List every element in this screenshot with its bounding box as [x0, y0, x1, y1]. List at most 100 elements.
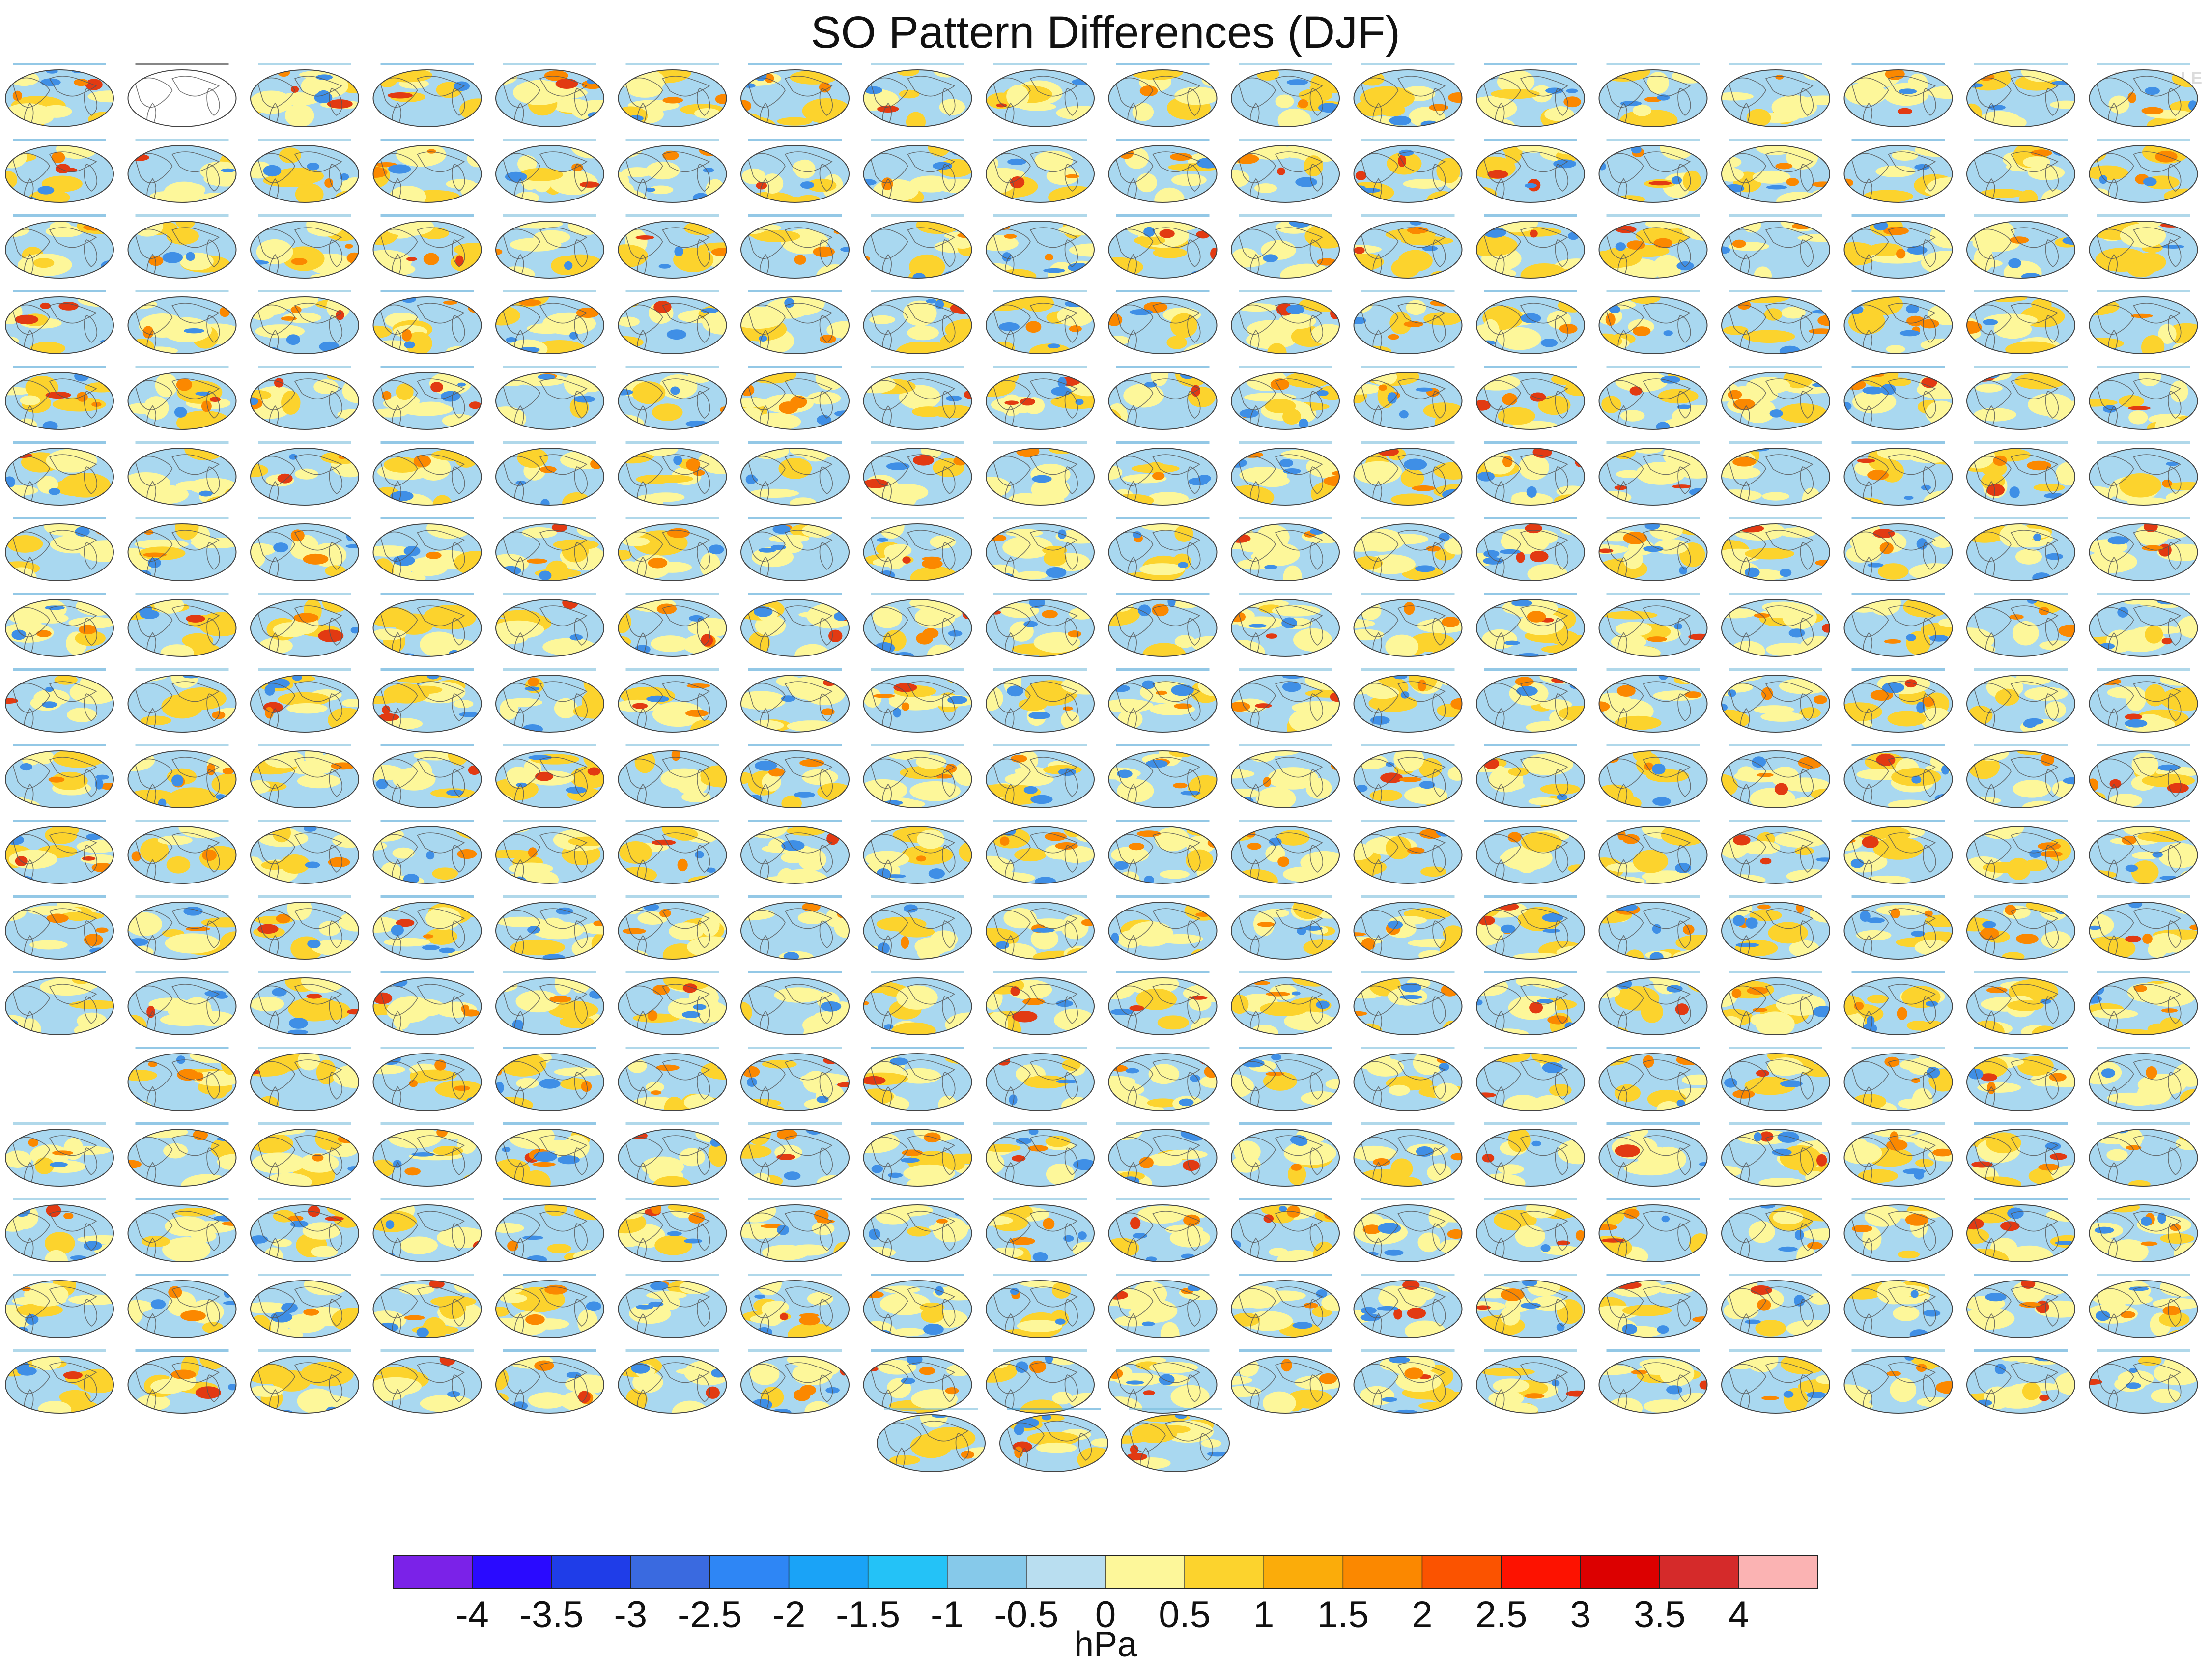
- panel-title-strip: [135, 517, 229, 519]
- colorbar-bin: [709, 1556, 790, 1589]
- panel-title-strip: [993, 820, 1087, 822]
- panel-title-strip: [1606, 1274, 1700, 1276]
- map-outline: [863, 675, 972, 733]
- panel-title-strip: [258, 744, 351, 746]
- map-outline: [1598, 145, 1708, 203]
- map-panel: [863, 366, 972, 430]
- map-outline: [1108, 1280, 1218, 1338]
- panel-title-strip: [258, 214, 351, 217]
- panel-title-strip: [1239, 214, 1332, 217]
- panel-title-strip: [1729, 214, 1822, 217]
- map-outline: [1843, 977, 1953, 1035]
- map-panel: [2089, 517, 2198, 581]
- map-outline: [1476, 145, 1585, 203]
- map-panel: [618, 517, 727, 581]
- map-panel: [986, 1274, 1095, 1338]
- panel-title-strip: [135, 1349, 229, 1352]
- map-panel: [863, 441, 972, 506]
- map-panel: [1598, 517, 1708, 581]
- panel-title-strip: [1239, 895, 1332, 898]
- panel-title-strip: [884, 1408, 978, 1410]
- panel-title-strip: [871, 1349, 964, 1352]
- panel-title-strip: [380, 971, 474, 973]
- map-outline: [5, 1280, 114, 1338]
- map-outline: [618, 1204, 727, 1262]
- panel-title-strip: [1484, 139, 1577, 141]
- map-outline: [1231, 1129, 1340, 1187]
- map-outline: [1476, 750, 1585, 808]
- map-panel: [5, 366, 114, 430]
- map-outline: [618, 1053, 727, 1111]
- panel-title-strip: [1361, 1122, 1455, 1125]
- map-panel: [1353, 1198, 1463, 1262]
- map-panel: [1721, 441, 1830, 506]
- panel-title-strip: [1851, 1198, 1945, 1200]
- map-outline: [250, 1280, 359, 1338]
- panel-title-strip: [625, 593, 719, 595]
- map-panel: [250, 1274, 359, 1338]
- map-panel: [5, 441, 114, 506]
- panel-title-strip: [1484, 744, 1577, 746]
- map-panel: [250, 1349, 359, 1414]
- map-outline: [1843, 750, 1953, 808]
- map-outline: [1231, 977, 1340, 1035]
- map-outline: [863, 750, 972, 808]
- map-outline: [1843, 1129, 1953, 1187]
- panel-title-strip: [2097, 895, 2190, 898]
- panel-title-strip: [1851, 441, 1945, 444]
- map-outline: [740, 448, 850, 506]
- panel-title-strip: [2097, 1198, 2190, 1200]
- map-outline: [495, 372, 604, 430]
- map-panel: [1966, 290, 2075, 354]
- colorbar-bin: [1501, 1556, 1581, 1589]
- map-panel: [1843, 63, 1953, 127]
- panel-title-strip: [1729, 290, 1822, 292]
- panel-title-strip: [625, 63, 719, 65]
- map-outline: [250, 977, 359, 1035]
- map-outline: [372, 296, 482, 354]
- panel-title-strip: [258, 895, 351, 898]
- map-outline: [986, 69, 1095, 127]
- panel-title-strip: [1361, 517, 1455, 519]
- map-panel: [250, 668, 359, 733]
- panel-title-strip: [993, 441, 1087, 444]
- panel-title-strip: [748, 517, 842, 519]
- map-outline: [495, 1280, 604, 1338]
- panel-title-strip: [258, 1349, 351, 1352]
- map-outline: [1966, 675, 2075, 733]
- panel-title-strip: [503, 517, 596, 519]
- map-panel: [1598, 668, 1708, 733]
- map-panel: [863, 1122, 972, 1187]
- map-panel: [1108, 1122, 1218, 1187]
- map-outline: [1231, 1053, 1340, 1111]
- map-panel: [1598, 895, 1708, 960]
- map-outline: [495, 69, 604, 127]
- map-outline: [250, 221, 359, 279]
- map-panel: [1108, 63, 1218, 127]
- colorbar-tick-label: -1: [931, 1594, 964, 1636]
- map-outline: [863, 1204, 972, 1262]
- map-outline: [250, 145, 359, 203]
- panel-title-strip: [748, 366, 842, 368]
- map-panel: [2089, 593, 2198, 657]
- panel-title-strip: [1729, 820, 1822, 822]
- map-outline: [2089, 145, 2198, 203]
- panel-title-strip: [1606, 366, 1700, 368]
- map-outline: [1598, 599, 1708, 657]
- map-outline: [1598, 1053, 1708, 1111]
- map-outline: [740, 1053, 850, 1111]
- panel-title-strip: [1729, 517, 1822, 519]
- colorbar-tick-label: 2.5: [1475, 1594, 1528, 1636]
- map-panel: [250, 517, 359, 581]
- panel-title-strip: [1606, 517, 1700, 519]
- colorbar-bin: [1422, 1556, 1502, 1589]
- panel-title-strip: [1361, 63, 1455, 65]
- map-outline: [1966, 1280, 2075, 1338]
- panel-title-strip: [13, 744, 106, 746]
- panel-title-strip: [1484, 214, 1577, 217]
- panel-title-strip: [625, 214, 719, 217]
- map-outline: [1108, 977, 1218, 1035]
- panel-title-strip: [1974, 366, 2068, 368]
- map-outline: [863, 448, 972, 506]
